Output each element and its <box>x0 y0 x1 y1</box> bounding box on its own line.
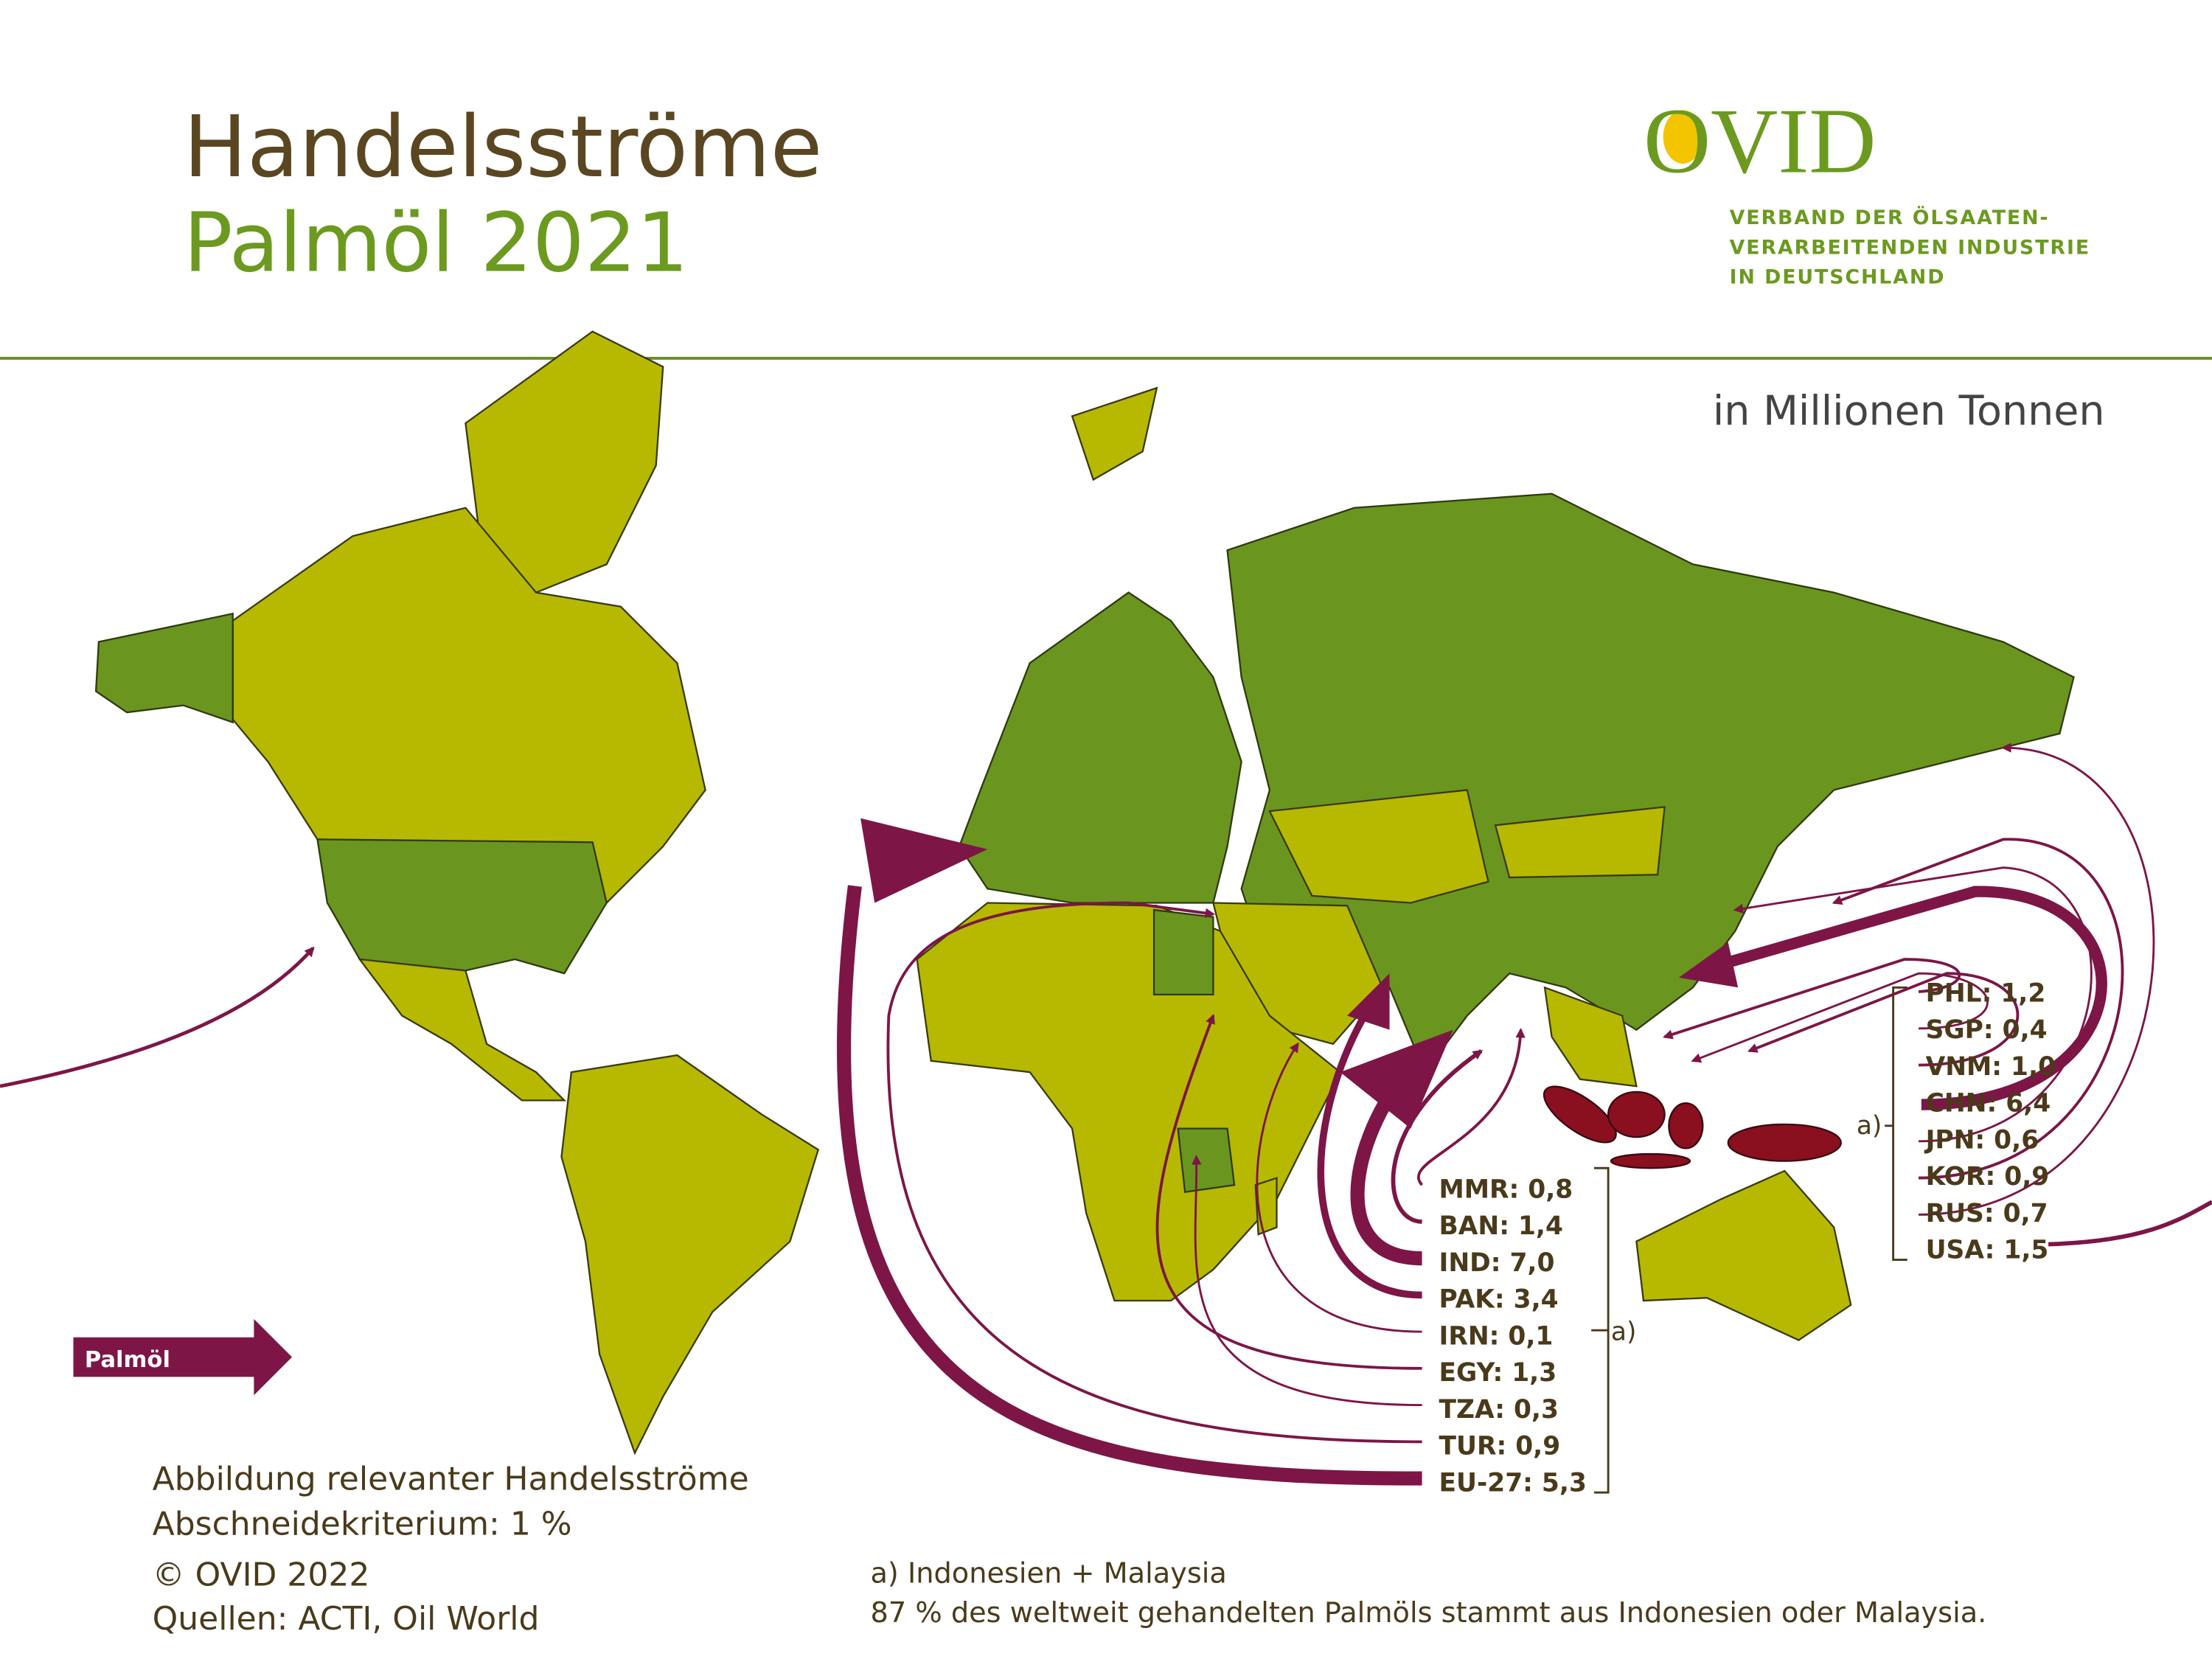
flow-arrow <box>1391 1049 1484 1224</box>
flow-arrowhead <box>1347 973 1390 1030</box>
flow-arrow <box>1832 838 2124 1180</box>
flow-arrowhead <box>1340 1029 1453 1129</box>
usa <box>316 838 608 975</box>
flow-arrow <box>837 885 1422 1486</box>
title-line2: Palmöl 2021 <box>184 195 689 291</box>
alaska <box>94 612 234 724</box>
east-labels: PHL: 1,2 SGP: 0,4 VNM: 1,0 CHN: 6,4 JPN: 0,6… <box>1924 978 2056 1265</box>
south-america <box>560 1054 820 1455</box>
central-america <box>358 958 567 1102</box>
flow-arrow <box>1192 1155 1422 1407</box>
egypt <box>1152 908 1214 995</box>
flow-arrow <box>1155 1014 1422 1370</box>
logo: OVID <box>1644 89 1877 192</box>
flow-label: IRN: 0,1 <box>1439 1321 1554 1351</box>
note: a) Indonesien + Malaysia <box>870 1557 1226 1590</box>
flow-label: KOR: 0,9 <box>1926 1162 2050 1192</box>
flows <box>0 742 2212 1486</box>
europe <box>958 591 1242 904</box>
flow-arrow <box>1256 1042 1422 1333</box>
papua <box>1727 1123 1842 1162</box>
flow-label: TUR: 0,9 <box>1439 1432 1561 1461</box>
flow-label: IND: 7,0 <box>1439 1248 1555 1278</box>
flow-arrow <box>1691 972 1989 1063</box>
canada <box>232 507 706 905</box>
flow-label: SGP: 0,4 <box>1926 1015 2048 1045</box>
flow-arrow <box>1733 866 2093 1143</box>
tanzania <box>1177 1127 1236 1194</box>
bracket <box>1591 1166 1610 1494</box>
flow-label: USA: 1,5 <box>1926 1236 2049 1265</box>
source-label: a) <box>1611 1318 1637 1347</box>
java <box>1610 1152 1691 1169</box>
flow-label: MMR: 0,8 <box>1439 1175 1573 1204</box>
central-asia <box>1268 789 1489 904</box>
flow-arrow <box>1919 742 2155 1216</box>
flow-arrowhead <box>860 818 988 903</box>
west-labels: MMR: 0,8 BAN: 1,4 IND: 7,0 PAK: 3,4 IRN: 0,1… <box>1439 1175 1587 1498</box>
flow-arrow <box>1350 1082 1422 1266</box>
flow-arrow <box>2048 1200 2212 1247</box>
flow-arrow <box>1712 886 2107 1110</box>
flow-label: EGY: 1,3 <box>1439 1358 1557 1388</box>
org-line: VERARBEITENDEN INDUSTRIE <box>1730 236 2090 259</box>
note: Abbildung relevanter Handelsströme <box>153 1460 749 1498</box>
flow-label: PHL: 1,2 <box>1926 978 2046 1008</box>
logo-drop <box>1663 110 1703 164</box>
borneo <box>1607 1091 1666 1138</box>
mongolia <box>1494 806 1666 879</box>
source-label: a) <box>1857 1111 1882 1141</box>
flow-label: VNM: 1,0 <box>1926 1052 2056 1082</box>
flow-label: PAK: 3,4 <box>1439 1285 1559 1315</box>
note: 87 % des weltweit gehandelten Palmöls st… <box>870 1596 1986 1630</box>
flow-arrow <box>0 946 315 1088</box>
flow-arrow <box>1416 1028 1526 1186</box>
world-map <box>94 330 2075 1455</box>
title-line1: Handelsströme <box>184 98 823 197</box>
flow-label: JPN: 0,6 <box>1924 1125 2039 1155</box>
sulawesi <box>1668 1102 1704 1150</box>
flow-label: CHN: 6,4 <box>1926 1089 2051 1119</box>
unit-label: in Millionen Tonnen <box>1713 388 2105 435</box>
flow-label: RUS: 0,7 <box>1926 1199 2048 1228</box>
flow-label: EU-27: 5,3 <box>1439 1468 1587 1498</box>
bracket <box>1885 986 1907 1261</box>
org-line: VERBAND DER ÖLSAATEN- <box>1730 205 2050 229</box>
flow-arrow <box>1317 1006 1422 1299</box>
note: Abschneidekriterium: 1 % <box>153 1506 572 1543</box>
note: Quellen: ACTI, Oil World <box>153 1600 540 1638</box>
flow-label: TZA: 0,3 <box>1439 1395 1559 1425</box>
sumatra <box>1543 1085 1617 1144</box>
legend-arrow <box>73 1318 293 1396</box>
org-line: IN DEUTSCHLAND <box>1730 266 1946 289</box>
flow-arrow <box>1747 972 2020 1067</box>
flow-arrowhead <box>1678 942 1739 988</box>
australia <box>1635 1169 1852 1341</box>
note: © OVID 2022 <box>153 1557 370 1594</box>
flow-arrow <box>886 901 1422 1444</box>
legend-label: Palmöl <box>85 1347 170 1373</box>
svalbard <box>1071 386 1158 481</box>
flow-label: BAN: 1,4 <box>1439 1211 1563 1241</box>
southeast-asia <box>1543 986 1638 1088</box>
